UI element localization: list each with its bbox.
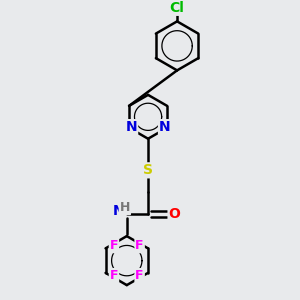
Text: O: O [169,207,180,221]
Text: N: N [125,120,137,134]
Text: F: F [110,239,118,252]
Text: N: N [159,120,171,134]
Text: S: S [143,163,153,177]
Text: F: F [135,239,144,252]
Text: N: N [113,204,125,218]
Text: F: F [110,269,118,282]
Text: H: H [120,201,130,214]
Text: F: F [135,269,144,282]
Text: Cl: Cl [169,1,184,15]
